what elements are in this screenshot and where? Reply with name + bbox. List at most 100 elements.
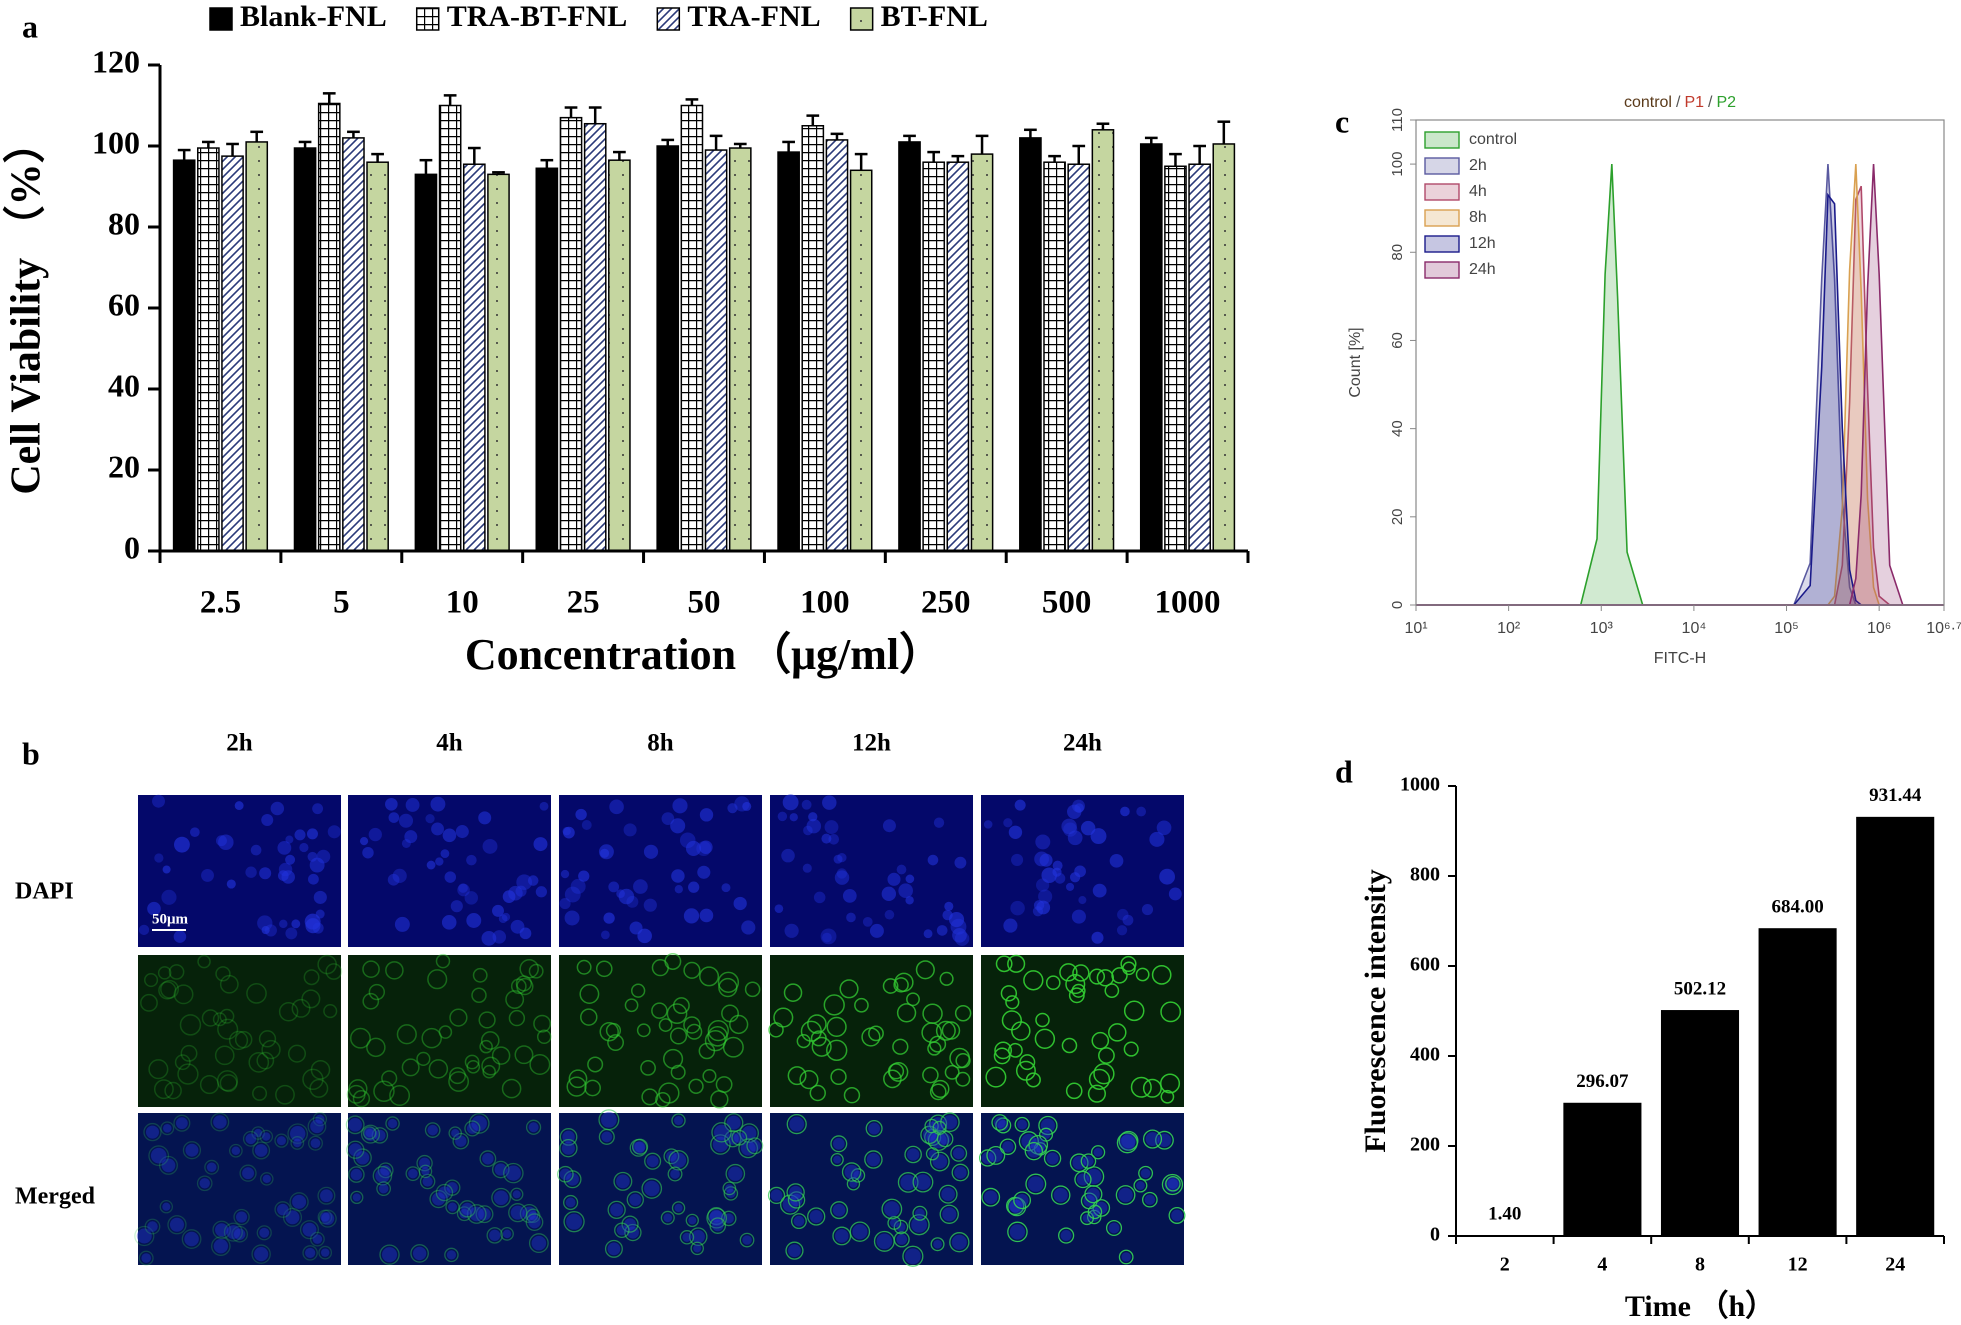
cell — [533, 1014, 552, 1033]
nucleus — [262, 1174, 271, 1183]
bar — [1164, 165, 1187, 552]
legend-label: TRA-FNL — [687, 0, 820, 33]
cell — [621, 1215, 639, 1233]
nucleus — [1038, 889, 1053, 904]
nucleus — [461, 1202, 474, 1215]
cell — [688, 1227, 708, 1247]
cell — [381, 1070, 398, 1087]
cell — [938, 1184, 958, 1204]
nucleus — [733, 896, 747, 911]
x-tick-label: 2 — [1500, 1254, 1510, 1276]
cell — [501, 1078, 522, 1099]
cell — [246, 983, 267, 1004]
nucleus — [216, 835, 227, 847]
cell — [1008, 1042, 1023, 1058]
nucleus — [290, 1125, 306, 1142]
cell — [931, 1079, 950, 1099]
nucleus — [882, 819, 896, 833]
x-tick-label: 100 — [800, 585, 850, 621]
nucleus — [394, 916, 410, 932]
cell — [830, 1201, 849, 1220]
micrograph — [348, 1113, 551, 1265]
cell — [651, 1002, 668, 1019]
x-tick-label: 25 — [567, 585, 600, 621]
nucleus — [915, 1174, 931, 1190]
nucleus — [1090, 1207, 1100, 1217]
bar — [245, 141, 269, 552]
cell — [767, 1186, 786, 1205]
nucleus — [806, 818, 822, 834]
cell — [307, 1116, 327, 1136]
cell — [211, 1236, 231, 1256]
cell — [702, 1068, 717, 1084]
y-tick-label: 120 — [92, 43, 140, 79]
bar — [1019, 137, 1042, 552]
cell — [1161, 1173, 1184, 1196]
nucleus — [1108, 1222, 1120, 1234]
legend-swatch — [1424, 157, 1460, 175]
cell — [291, 998, 311, 1018]
x-tick-label: 500 — [1042, 585, 1092, 621]
nucleus — [741, 920, 756, 935]
cell — [599, 1022, 619, 1042]
cell — [348, 1079, 368, 1099]
nucleus — [682, 1232, 692, 1242]
cell — [579, 984, 600, 1004]
nucleus — [312, 803, 324, 815]
nucleus — [741, 1125, 757, 1141]
nucleus — [404, 830, 418, 844]
cell — [317, 1209, 333, 1225]
cell — [557, 1165, 574, 1183]
nucleus — [1041, 867, 1057, 884]
nucleus — [988, 1148, 1003, 1163]
nucleus — [505, 1165, 521, 1181]
cell — [683, 961, 701, 979]
cell — [345, 1115, 365, 1135]
nucleus — [466, 854, 477, 866]
nucleus — [983, 1190, 998, 1204]
nucleus — [600, 930, 610, 940]
nucleus — [1136, 1181, 1145, 1190]
y-tick-label: 400 — [1410, 1044, 1440, 1066]
bar — [1856, 816, 1935, 1236]
nucleus — [1093, 1147, 1103, 1157]
bar — [487, 173, 510, 552]
nucleus — [1071, 909, 1086, 924]
title-part: P1 — [1684, 94, 1704, 111]
cell — [670, 1064, 686, 1080]
cell — [148, 1059, 169, 1080]
cell — [410, 1244, 429, 1263]
cell — [196, 1175, 213, 1192]
nucleus — [502, 1229, 512, 1239]
cell — [1025, 1173, 1047, 1195]
nucleus — [316, 849, 331, 864]
nucleus — [725, 1184, 734, 1193]
nucleus — [728, 1166, 743, 1181]
nucleus — [598, 844, 614, 860]
cell — [1015, 1060, 1036, 1081]
value-label: 684.00 — [1771, 897, 1823, 918]
cell — [1007, 954, 1026, 973]
cell — [985, 1066, 1007, 1088]
nucleus — [378, 1183, 389, 1194]
cell — [505, 990, 525, 1009]
cell — [519, 1203, 539, 1224]
nucleus — [315, 1114, 325, 1124]
nucleus — [253, 1128, 263, 1138]
nucleus — [438, 1186, 451, 1199]
cell — [786, 1114, 807, 1135]
cell — [671, 1113, 686, 1128]
nucleus — [431, 822, 444, 836]
cell — [1087, 1204, 1103, 1220]
cell — [783, 983, 803, 1002]
cell — [688, 1078, 704, 1094]
cell — [631, 983, 646, 998]
cell — [710, 1090, 729, 1109]
cell — [832, 1226, 852, 1246]
cell — [204, 1159, 220, 1175]
nucleus — [136, 1228, 152, 1244]
nucleus — [152, 794, 165, 808]
nucleus — [276, 1136, 286, 1146]
cell — [679, 1230, 695, 1245]
nucleus — [566, 1172, 579, 1186]
